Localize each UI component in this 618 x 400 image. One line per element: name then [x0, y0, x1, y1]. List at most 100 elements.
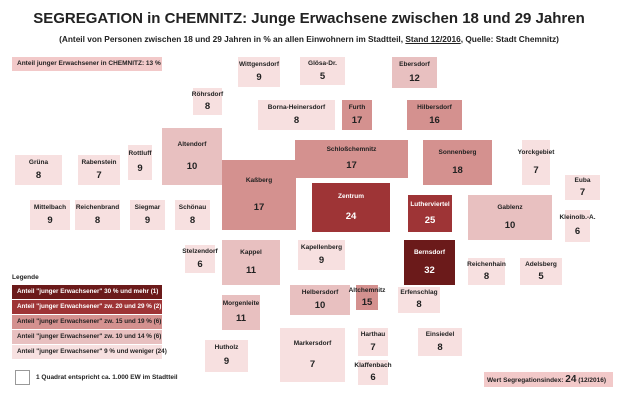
district-value: 9: [144, 214, 151, 226]
district-name: Hilbersdorf: [417, 103, 452, 111]
district-value: 5: [538, 270, 544, 282]
district-value: 9: [318, 254, 325, 266]
district-value: 12: [409, 72, 420, 84]
title: SEGREGATION in CHEMNITZ: Junge Erwachsen…: [33, 10, 585, 27]
index-value: 24: [565, 374, 577, 385]
district-value: 17: [346, 160, 357, 172]
district: Euba 7: [565, 175, 600, 200]
district: Mittelbach 9: [30, 200, 70, 230]
district-name: Euba: [574, 177, 591, 184]
district: Yorckgebiet 7: [518, 140, 554, 185]
district-name: Lutherviertel: [410, 201, 450, 208]
district: Markersdorf 7: [280, 328, 345, 382]
district: Schönau 8: [175, 200, 210, 230]
index-label: Wert Segregationsindex:: [487, 377, 564, 384]
district-value: 17: [253, 201, 265, 213]
district-value: 8: [94, 214, 101, 226]
index-box: Wert Segregationsindex: 24 (12/2016): [484, 372, 613, 387]
district-value: 6: [370, 371, 376, 383]
district: Adelsberg 5: [520, 258, 562, 285]
district-value: 8: [35, 169, 42, 181]
district: Altchemnitz 15: [349, 285, 385, 310]
district: Lutherviertel 25: [408, 195, 452, 232]
district-value: 11: [235, 313, 247, 325]
district-value: 25: [424, 214, 436, 226]
district-name: Ebersdorf: [399, 61, 430, 68]
district-value: 7: [370, 341, 376, 353]
subtitle-date: Stand 12/2016: [405, 34, 461, 44]
district: Kappel 11: [222, 240, 280, 285]
district-name: Hutholz: [214, 344, 239, 352]
district: Wittgensdorf 9: [238, 57, 280, 87]
district: Klaffenbach 6: [354, 360, 392, 385]
city-share: Anteil junger Erwachsener in CHEMNITZ: 1…: [12, 57, 162, 71]
district: Kapellenberg 9: [298, 240, 345, 270]
district: Rabenstein 7: [78, 155, 120, 185]
district-name: Sonnenberg: [438, 148, 477, 156]
district-value: 17: [351, 114, 363, 126]
district-value: 11: [245, 264, 257, 276]
district-name: Harthau: [360, 331, 386, 338]
district-value: 8: [293, 114, 300, 126]
district-value: 9: [47, 214, 53, 226]
district-name: Rottluff: [128, 150, 152, 158]
district-name: Stelzendorf: [182, 248, 218, 255]
district-name: Altchemnitz: [348, 287, 386, 294]
district-value: 8: [204, 100, 211, 112]
district-name: Kappel: [240, 248, 262, 256]
district: Altendorf 10: [162, 128, 222, 185]
district-value: 7: [309, 358, 316, 370]
district-name: Wittgensdorf: [238, 60, 280, 68]
district-name: Reichenhain: [467, 260, 506, 268]
district-value: 10: [186, 160, 198, 172]
district: Reichenbrand 8: [75, 200, 120, 230]
district: Ebersdorf 12: [392, 57, 437, 88]
district-value: 6: [574, 226, 581, 238]
district: Erfenschlag 8: [398, 287, 440, 313]
district-name: Furth: [348, 103, 366, 111]
district-name: Glösa-Dr.: [308, 60, 337, 67]
district-name: Klaffenbach: [354, 362, 392, 369]
district-name: Rabenstein: [81, 158, 117, 166]
district: Schloßchemnitz 17: [295, 140, 408, 178]
district-value: 24: [345, 210, 357, 222]
district-name: Borna-Heinersdorf: [267, 103, 326, 111]
district-name: Grüna: [28, 158, 49, 166]
district-value: 9: [137, 163, 143, 175]
district: Bernsdorf 32: [404, 240, 455, 285]
district-name: Markersdorf: [293, 339, 332, 347]
district-name: Einsiedel: [425, 331, 455, 338]
district: Hilbersdorf 16: [407, 100, 462, 130]
district: Kleinolb.-A. 6: [559, 210, 596, 242]
district-name: Mittelbach: [33, 203, 67, 211]
district: Grüna 8: [15, 155, 62, 185]
district-name: Gablenz: [497, 203, 523, 211]
district-value: 9: [223, 356, 230, 368]
district: Glösa-Dr. 5: [300, 57, 345, 85]
district-value: 32: [424, 264, 435, 276]
district-value: 8: [189, 214, 196, 226]
district-name: Röhrsdorf: [191, 90, 224, 98]
district-name: Adelsberg: [525, 260, 557, 268]
district-name: Morgenleite: [222, 300, 260, 308]
legend-item: Anteil "junger Erwachsener" zw. 15 und 1…: [12, 315, 162, 329]
legend-item: Anteil "junger Erwachsener" 9 % und weni…: [12, 345, 167, 359]
district-value: 5: [319, 70, 326, 82]
district: Zentrum 24: [312, 183, 390, 232]
district-name: Kaßberg: [245, 177, 273, 184]
district-name: Siegmar: [134, 203, 161, 211]
district: Morgenleite 11: [222, 295, 260, 330]
district: Kaßberg 17: [222, 160, 296, 230]
district-value: 7: [533, 164, 539, 176]
district-name: Reichenbrand: [75, 203, 120, 211]
district: Gablenz 10: [468, 195, 552, 240]
subtitle: (Anteil von Personen zwischen 18 und 29 …: [0, 34, 618, 44]
district-value: 16: [429, 114, 440, 126]
index-date: (12/2016): [578, 377, 607, 384]
district-name: Yorckgebiet: [517, 148, 555, 156]
district: Furth 17: [342, 100, 372, 130]
legend-item: Anteil "junger Erwachsener" zw. 10 und 1…: [12, 330, 162, 344]
subtitle-text: , Quelle: Stadt Chemnitz): [460, 34, 559, 44]
district-value: 7: [96, 169, 102, 181]
